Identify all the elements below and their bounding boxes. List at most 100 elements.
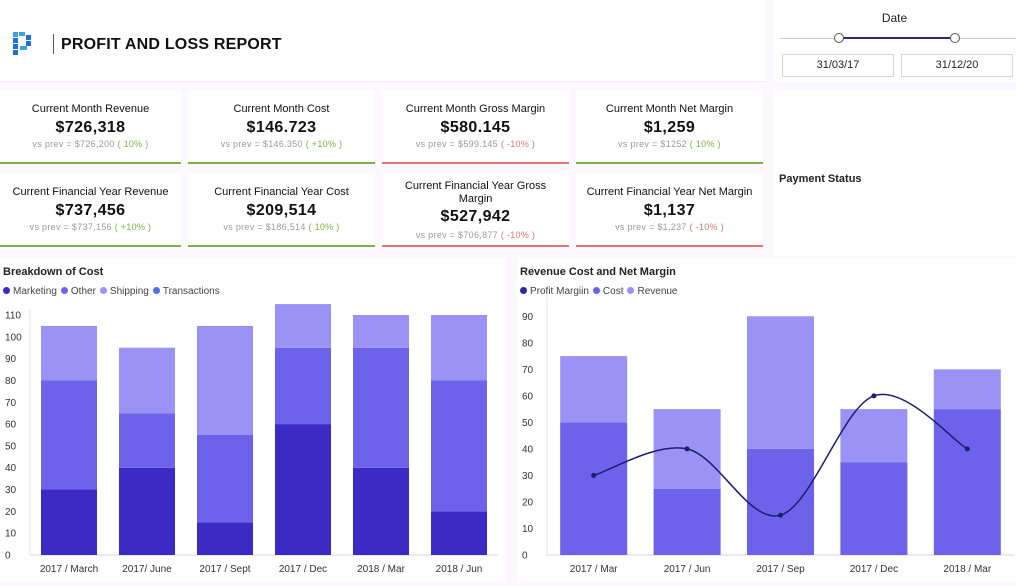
- kpi-title: Current Month Net Margin: [605, 103, 734, 115]
- bar-segment[interactable]: [840, 462, 908, 555]
- line-point[interactable]: [964, 446, 970, 452]
- kpi-card[interactable]: Current Financial Year Revenue $737,456 vs…: [0, 173, 181, 247]
- date-slider-end-handle[interactable]: [950, 33, 960, 43]
- kpi-value: $1,259: [643, 119, 696, 136]
- line-point[interactable]: [871, 393, 877, 399]
- bar-segment[interactable]: [653, 488, 721, 555]
- bar-segment[interactable]: [747, 448, 814, 555]
- kpi-title: Current Month Revenue: [31, 103, 150, 115]
- kpi-card[interactable]: Current Financial Year Cost $209,514 vs pr…: [188, 173, 375, 247]
- kpi-change: ( 10% ): [689, 139, 721, 149]
- bar-segment[interactable]: [431, 315, 487, 381]
- bar-segment[interactable]: [747, 316, 814, 449]
- legend-label: Shipping: [109, 286, 149, 297]
- title-divider: [53, 34, 54, 54]
- bar-segment[interactable]: [41, 325, 97, 381]
- line-point[interactable]: [778, 512, 783, 518]
- line-point[interactable]: [591, 472, 597, 478]
- bar-segment[interactable]: [197, 435, 253, 523]
- report-header: PROFIT AND LOSS REPORT: [0, 0, 766, 82]
- legend-item[interactable]: Marketing: [3, 286, 57, 297]
- legend-dot-icon: [627, 287, 635, 294]
- bar-segment[interactable]: [275, 347, 331, 425]
- y-tick-label: 0: [5, 551, 11, 562]
- kpi-card[interactable]: Current Financial Year Net Margin $1,137 v…: [576, 173, 763, 247]
- kpi-prev-value: $599.145: [458, 139, 498, 149]
- bar-segment[interactable]: [119, 413, 175, 468]
- bar-segment[interactable]: [41, 380, 97, 490]
- bar-segment[interactable]: [353, 347, 409, 468]
- kpi-previous: vs prev = $146.350 ( +10% ): [188, 139, 375, 149]
- bar-segment[interactable]: [933, 369, 1001, 410]
- bar-segment[interactable]: [560, 356, 628, 423]
- bar-segment[interactable]: [41, 489, 97, 555]
- legend-dot-icon: [152, 287, 160, 294]
- y-tick-label: 70: [5, 398, 17, 409]
- kpi-card[interactable]: Current Month Cost $146.723 vs prev = $146…: [188, 90, 375, 164]
- kpi-card[interactable]: Current Month Gross Margin $580.145 vs pre…: [382, 90, 569, 164]
- legend-item[interactable]: Revenue: [627, 286, 678, 297]
- kpi-previous: vs prev = $737,156 ( +10% ): [0, 222, 181, 232]
- kpi-value: $580.145: [440, 119, 511, 136]
- legend-label: Transactions: [162, 286, 220, 297]
- legend-dot-icon: [520, 287, 527, 294]
- revenue-cost-margin-panel: Revenue Cost and Net Margin Profit Margi…: [517, 258, 1016, 582]
- bar-segment[interactable]: [840, 409, 908, 463]
- legend-label: Other: [70, 286, 96, 297]
- kpi-card[interactable]: Current Month Revenue $726,318 vs prev = $…: [0, 90, 181, 164]
- kpi-prev-value: $146.350: [262, 139, 303, 149]
- kpi-prev-value: $726,200: [74, 139, 115, 149]
- bar-segment[interactable]: [275, 304, 331, 348]
- legend-item[interactable]: Other: [60, 286, 96, 297]
- y-tick-label: 50: [522, 418, 534, 429]
- kpi-change: ( 10% ): [117, 139, 149, 149]
- kpi-title: Current Financial Year Net Margin: [586, 186, 753, 198]
- date-slider-start-handle[interactable]: [834, 33, 844, 43]
- bar-segment[interactable]: [275, 424, 331, 555]
- kpi-prev-label: vs prev =: [615, 222, 655, 232]
- kpi-prev-label: vs prev =: [32, 139, 72, 149]
- date-start-input[interactable]: 31/03/17: [782, 54, 894, 77]
- x-tick-label: 2017 / Sep: [756, 564, 805, 575]
- bar-segment[interactable]: [119, 467, 175, 555]
- app-logo-icon: [13, 32, 31, 55]
- kpi-trend-bar: [576, 162, 763, 164]
- legend-item[interactable]: Shipping: [99, 286, 149, 297]
- date-end-input[interactable]: 31/12/20: [901, 54, 1013, 77]
- bar-segment[interactable]: [197, 522, 253, 555]
- bar-segment[interactable]: [431, 380, 487, 512]
- kpi-value: $737,456: [55, 202, 126, 219]
- bar-segment[interactable]: [119, 347, 175, 414]
- kpi-title: Current Financial Year Gross Margin: [404, 180, 547, 205]
- bar-segment[interactable]: [353, 315, 409, 348]
- legend-item[interactable]: Transactions: [152, 286, 220, 297]
- kpi-card[interactable]: Current Month Net Margin $1,259 vs prev = …: [576, 90, 763, 164]
- legend-item[interactable]: Cost: [592, 286, 623, 297]
- legend-label: Revenue: [637, 286, 678, 297]
- y-tick-label: 30: [522, 471, 534, 482]
- legend-item[interactable]: Profit Margiin: [520, 286, 589, 297]
- kpi-card[interactable]: Current Financial Year Gross Margin $527,…: [382, 173, 569, 247]
- kpi-prev-value: $706,877: [458, 230, 498, 240]
- chart-title: Revenue Cost and Net Margin: [520, 266, 676, 278]
- bar-segment[interactable]: [197, 325, 253, 435]
- legend-label: Profit Margiin: [530, 286, 589, 297]
- revenue-cost-margin-chart: 0 10 20 30 40 50 60 70 80 90 2017 / Mar 2017 / Jun 2…: [522, 297, 1014, 575]
- bar-segment[interactable]: [353, 467, 409, 555]
- line-point[interactable]: [684, 446, 690, 452]
- kpi-trend-bar: [382, 245, 569, 247]
- kpi-change: ( +10% ): [114, 222, 152, 232]
- bar-segment[interactable]: [431, 511, 487, 555]
- y-tick-label: 20: [5, 507, 17, 518]
- page-title: PROFIT AND LOSS REPORT: [61, 36, 282, 53]
- bar-segment[interactable]: [933, 409, 1001, 555]
- y-tick-label: 80: [5, 376, 17, 387]
- y-tick-label: 30: [5, 485, 17, 496]
- kpi-title: Current Month Gross Margin: [405, 103, 546, 115]
- kpi-change: ( -10% ): [500, 230, 536, 240]
- bar-segment[interactable]: [560, 422, 628, 555]
- x-tick-label: 2018 / Jun: [436, 564, 483, 575]
- y-tick-label: 60: [5, 420, 17, 431]
- y-tick-label: 100: [5, 332, 22, 343]
- x-tick-label: 2017/ June: [122, 564, 172, 575]
